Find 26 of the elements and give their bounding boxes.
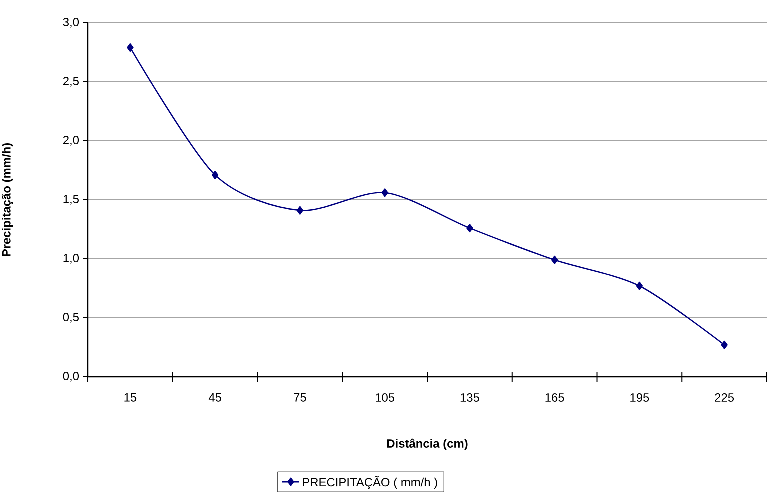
point [721, 340, 728, 350]
y-tick-label: 0,0 [63, 372, 80, 382]
point [127, 44, 134, 52]
point [551, 256, 558, 264]
x-tick-label: 135 [460, 394, 480, 402]
x-tick-label: 45 [208, 394, 222, 402]
x-axis-title: Distância (cm) [387, 438, 468, 450]
point [636, 282, 644, 290]
x-tick-label: 75 [294, 394, 306, 402]
y-tick-label: 0,5 [63, 313, 79, 323]
y-tick-label: 2,5 [63, 77, 79, 87]
y-tick-label: 1,0 [64, 254, 80, 264]
x-tick-label: 225 [715, 394, 734, 402]
x-tick-label: 195 [630, 394, 650, 402]
x-tick-label: 105 [376, 394, 395, 402]
y-tick-label: 2,0 [63, 136, 80, 146]
point [466, 224, 474, 233]
y-tick-label: 3,0 [63, 18, 80, 28]
y-tick-label: 1,5 [64, 195, 79, 205]
legend-label: PRECIPITAÇÃO ( mm/h ) [303, 476, 438, 490]
point [296, 206, 304, 215]
y-axis-title: Precipitação (mm/h) [2, 143, 14, 256]
x-tick-label: 165 [546, 394, 564, 402]
point [212, 170, 219, 180]
point [382, 188, 388, 198]
x-tick-label: 15 [124, 394, 137, 402]
